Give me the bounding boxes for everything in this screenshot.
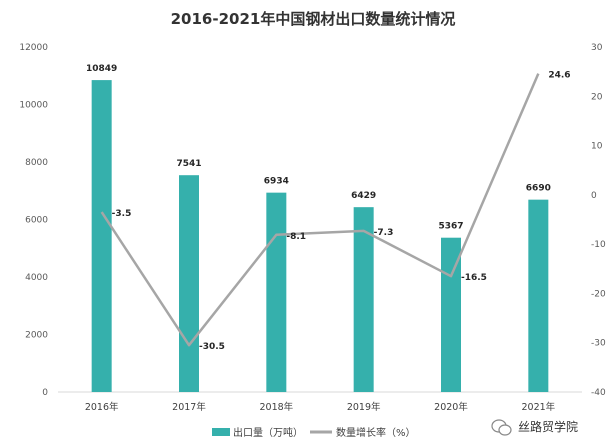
left-axis-tick: 2000: [25, 331, 48, 341]
bar-data-label: 6690: [526, 184, 551, 194]
line-data-label: -8.1: [286, 232, 306, 242]
right-axis: -40 -30 -20 -10 0 10 20 30: [591, 43, 606, 398]
right-axis-tick: 0: [591, 191, 597, 201]
bar: [91, 80, 112, 392]
bar-data-label: 10849: [86, 64, 117, 74]
right-axis-tick: 30: [591, 43, 603, 53]
category-label: 2016年: [85, 401, 119, 413]
bar: [441, 237, 461, 392]
bar-data-label: 6429: [351, 191, 376, 201]
left-axis-tick: 4000: [25, 273, 48, 283]
chart-title: 2016-2021年中国钢材出口数量统计情况: [171, 10, 456, 28]
right-axis-tick: 20: [591, 92, 603, 102]
category-label: 2017年: [172, 401, 206, 413]
category-label: 2018年: [259, 401, 293, 413]
bar-data-label: 5367: [438, 222, 463, 232]
wechat-icon: [491, 419, 512, 436]
legend-label-bar: 出口量（万吨）: [233, 426, 303, 439]
line-data-label: -30.5: [199, 342, 225, 352]
bar: [266, 192, 287, 392]
category-label: 2021年: [521, 401, 555, 413]
line-data-label: -7.3: [374, 228, 394, 238]
line-series: -3.5 -30.5 -8.1 -7.3 -16.5 24.6: [100, 71, 571, 352]
bar: [179, 175, 199, 392]
left-axis-tick: 6000: [25, 216, 48, 226]
category-label: 2019年: [347, 401, 381, 413]
legend-swatch-bar: [212, 428, 230, 436]
bar-series: 10849 7541 6934 6429 5367 6690: [86, 64, 551, 392]
left-axis-tick: 8000: [25, 158, 48, 168]
line-data-label: -3.5: [112, 209, 132, 219]
left-axis: 0 2000 4000 6000 8000 10000 12000: [19, 43, 48, 398]
watermark: 丝路贸学院: [491, 419, 578, 436]
growth-rate-line: [100, 73, 540, 347]
watermark-text: 丝路贸学院: [518, 419, 578, 434]
bar: [353, 207, 374, 392]
bar: [528, 199, 549, 392]
legend: 出口量（万吨） 数量增长率（%）: [212, 426, 416, 439]
left-axis-tick: 12000: [19, 43, 48, 53]
right-axis-tick: -20: [591, 289, 606, 299]
right-axis-tick: -10: [591, 240, 606, 250]
bar-data-label: 7541: [176, 159, 201, 169]
category-label: 2020年: [434, 401, 468, 413]
legend-label-line: 数量增长率（%）: [336, 426, 416, 439]
line-data-label: 24.6: [548, 71, 570, 81]
left-axis-tick: 0: [42, 388, 48, 398]
right-axis-tick: -40: [591, 388, 606, 398]
category-labels: 2016年 2017年 2018年 2019年 2020年 2021年: [85, 401, 556, 413]
right-axis-tick: 10: [591, 142, 603, 152]
right-axis-tick: -30: [591, 339, 606, 349]
bar-data-label: 6934: [264, 177, 289, 187]
line-data-label: -16.5: [461, 273, 487, 283]
left-axis-tick: 10000: [19, 101, 48, 111]
